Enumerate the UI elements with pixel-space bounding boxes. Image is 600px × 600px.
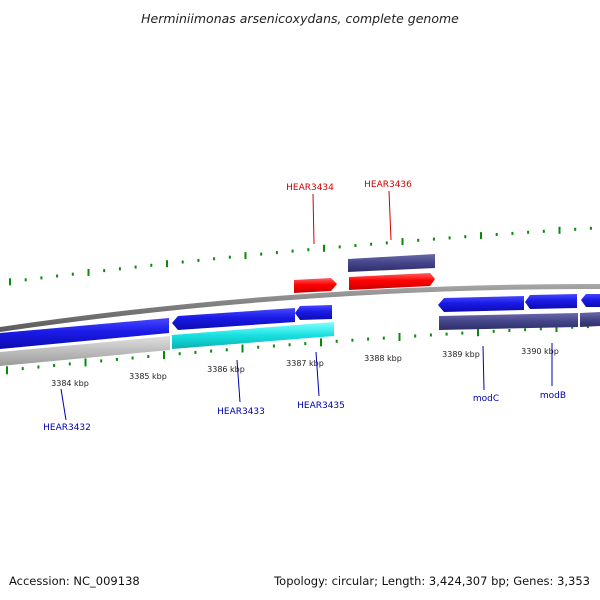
tick-label: 3384 kbp xyxy=(51,379,89,388)
tick-label: 3387 kbp xyxy=(286,359,324,368)
gene-label-hear3432[interactable]: HEAR3432 xyxy=(43,423,91,433)
gene-label-hear3436[interactable]: HEAR3436 xyxy=(364,180,412,190)
gene-arrow-modb[interactable] xyxy=(525,294,577,309)
leader-line-modc xyxy=(482,345,485,391)
gene-label-modb[interactable]: modB xyxy=(540,391,566,401)
gene-label-modc[interactable]: modC xyxy=(473,394,499,404)
tick-label: 3388 kbp xyxy=(364,354,402,363)
gene-feature-hear3432-secondary[interactable] xyxy=(0,336,170,366)
gene-arrow-hear3436-secondary[interactable] xyxy=(348,254,435,272)
outer-tick-ring xyxy=(9,226,592,286)
gene-feature-modb-secondary[interactable] xyxy=(580,312,600,327)
gene-arrow-hear3435[interactable] xyxy=(295,305,332,320)
leader-line-hear3435 xyxy=(315,351,320,397)
gene-arrow-next[interactable] xyxy=(581,294,600,307)
gene-arrow-hear3432[interactable] xyxy=(0,318,169,349)
tick-label: 3389 kbp xyxy=(442,350,480,359)
gene-arrow-hear3434[interactable] xyxy=(294,278,337,293)
map-title: Herminiimonas arsenicoxydans, complete g… xyxy=(141,11,459,26)
gene-label-hear3433[interactable]: HEAR3433 xyxy=(217,407,265,417)
tick-label: 3390 kbp xyxy=(521,347,559,356)
gene-labels: HEAR3434 HEAR3436 HEAR3432 HEAR3433 HEAR… xyxy=(43,180,566,433)
gene-arrow-hear3433[interactable] xyxy=(172,308,295,330)
tick-label: 3386 kbp xyxy=(207,365,245,374)
gene-feature-modc-secondary[interactable] xyxy=(439,313,578,330)
leader-line-hear3436 xyxy=(388,190,392,241)
gene-label-hear3434[interactable]: HEAR3434 xyxy=(286,183,334,193)
leader-line-hear3433 xyxy=(236,359,241,403)
leader-line-hear3434 xyxy=(312,193,315,245)
genome-backbone xyxy=(0,283,600,332)
scale-labels: 3384 kbp 3385 kbp 3386 kbp 3387 kbp 3388… xyxy=(51,347,559,388)
leader-line-hear3432 xyxy=(60,388,67,421)
gene-arrow-modc[interactable] xyxy=(438,296,524,312)
tick-label: 3385 kbp xyxy=(129,372,167,381)
gene-arrow-hear3436-primary[interactable] xyxy=(349,273,435,290)
gene-label-hear3435[interactable]: HEAR3435 xyxy=(297,401,345,411)
accession-text: Accession: NC_009138 xyxy=(9,574,140,588)
genome-summary-text: Topology: circular; Length: 3,424,307 bp… xyxy=(274,574,590,588)
inner-tick-ring xyxy=(6,324,589,375)
gene-feature-hear3433-secondary[interactable] xyxy=(172,322,334,349)
